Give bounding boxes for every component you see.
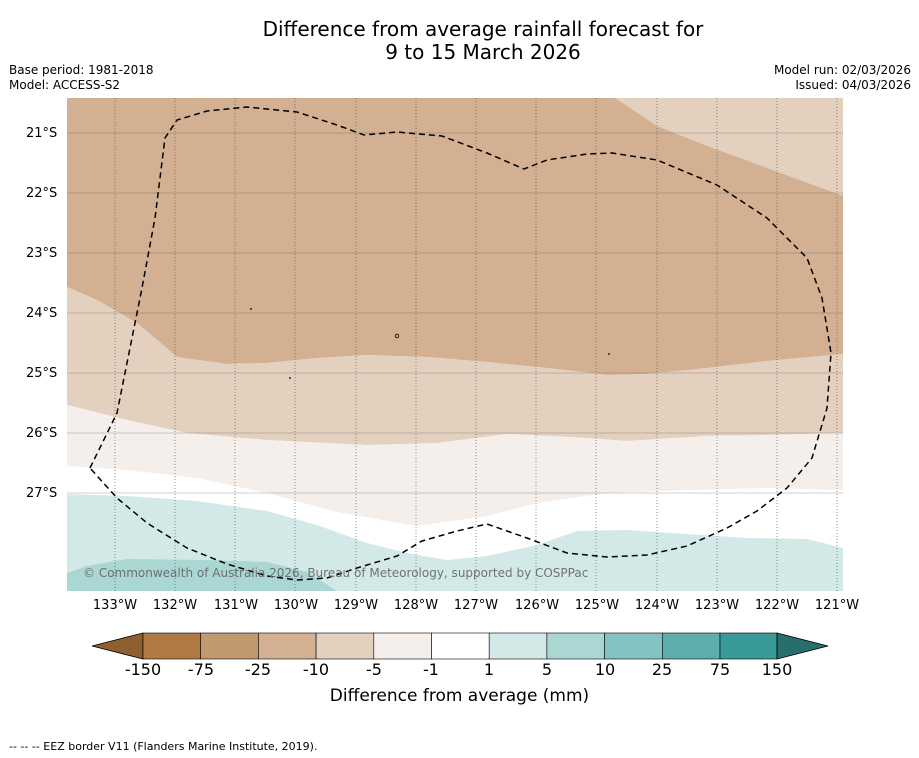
colorbar-arrow-right: [776, 632, 829, 660]
eez-footnote: -- -- -- EEZ border V11 (Flanders Marine…: [9, 740, 318, 753]
model-name: Model: ACCESS-S2: [9, 78, 121, 92]
lon-label-121w: 121°W: [814, 598, 860, 613]
lon-label-131w: 131°W: [213, 598, 259, 613]
colorbar-segment: [604, 632, 663, 660]
band-wet-moderate: [67, 559, 337, 591]
island-marker: [394, 333, 400, 339]
colorbar-segment: [431, 632, 490, 660]
lat-label-24s: 24°S: [26, 306, 58, 321]
band-dry-light: [67, 287, 843, 445]
colorbar-segment: [546, 632, 605, 660]
island-marker: [289, 377, 291, 379]
colorbar-label: -5: [366, 660, 382, 679]
lon-label-122w: 122°W: [754, 598, 800, 613]
lon-label-126w: 126°W: [514, 598, 560, 613]
lon-label-128w: 128°W: [393, 598, 439, 613]
lon-label-130w: 130°W: [273, 598, 319, 613]
lon-label-123w: 123°W: [694, 598, 740, 613]
lat-label-23s: 23°S: [26, 246, 58, 261]
colorbar-label: 10: [594, 660, 616, 679]
lon-label-133w: 133°W: [92, 598, 138, 613]
lon-label-127w: 127°W: [453, 598, 499, 613]
lat-label-25s: 25°S: [26, 366, 58, 381]
colorbar-label: -25: [244, 660, 272, 679]
colorbar-segment: [661, 632, 721, 660]
island-marker: [250, 308, 252, 310]
lat-label-27s: 27°S: [26, 486, 58, 501]
colorbar-label: 5: [541, 660, 553, 679]
chart-title: Difference from average rainfall forecas…: [0, 18, 919, 64]
colorbar-segment: [719, 632, 778, 660]
title-line-1: Difference from average rainfall forecas…: [262, 17, 704, 41]
island-marker: [608, 353, 610, 355]
lon-label-125w: 125°W: [574, 598, 620, 613]
meta-left: Base period: 1981-2018 Model: ACCESS-S2: [9, 63, 154, 93]
lat-label-21s: 21°S: [26, 126, 58, 141]
colorbar-label: 25: [651, 660, 673, 679]
issued-date: Issued: 04/03/2026: [795, 78, 911, 92]
meta-right: Model run: 02/03/2026 Issued: 04/03/2026: [774, 63, 911, 93]
colorbar-label: -10: [302, 660, 330, 679]
colorbar-label: -1: [423, 660, 439, 679]
colorbar-segment: [258, 632, 317, 660]
title-line-2: 9 to 15 March 2026: [385, 40, 581, 64]
colorbar-label: -150: [124, 660, 162, 679]
band-dry-light-ne: [615, 98, 843, 196]
model-run: Model run: 02/03/2026: [773, 63, 911, 77]
lon-grid-lines: [114, 98, 838, 591]
lat-label-22s: 22°S: [26, 186, 58, 201]
band-near-neutral: [67, 405, 843, 526]
colorbar-title: Difference from average (mm): [329, 686, 590, 706]
colorbar-label: 150: [761, 660, 793, 679]
lon-label-132w: 132°W: [152, 598, 198, 613]
lon-label-129w: 129°W: [333, 598, 379, 613]
rainfall-map: [67, 98, 843, 591]
colorbar-segment: [488, 632, 548, 660]
colorbar-segment: [373, 632, 432, 660]
colorbar-segment: [315, 632, 375, 660]
colorbar-arrow-left: [91, 632, 144, 660]
colorbar-segment: [142, 632, 202, 660]
lon-label-124w: 124°W: [634, 598, 680, 613]
colorbar: [91, 632, 829, 660]
lat-label-26s: 26°S: [26, 426, 58, 441]
colorbar-label: -75: [187, 660, 215, 679]
copyright-notice: © Commonwealth of Australia 2026, Bureau…: [83, 566, 589, 580]
colorbar-segment: [200, 632, 259, 660]
colorbar-label: 1: [483, 660, 495, 679]
colorbar-label: 75: [709, 660, 731, 679]
base-period: Base period: 1981-2018: [9, 63, 154, 77]
band-dry-moderate: [67, 98, 843, 375]
